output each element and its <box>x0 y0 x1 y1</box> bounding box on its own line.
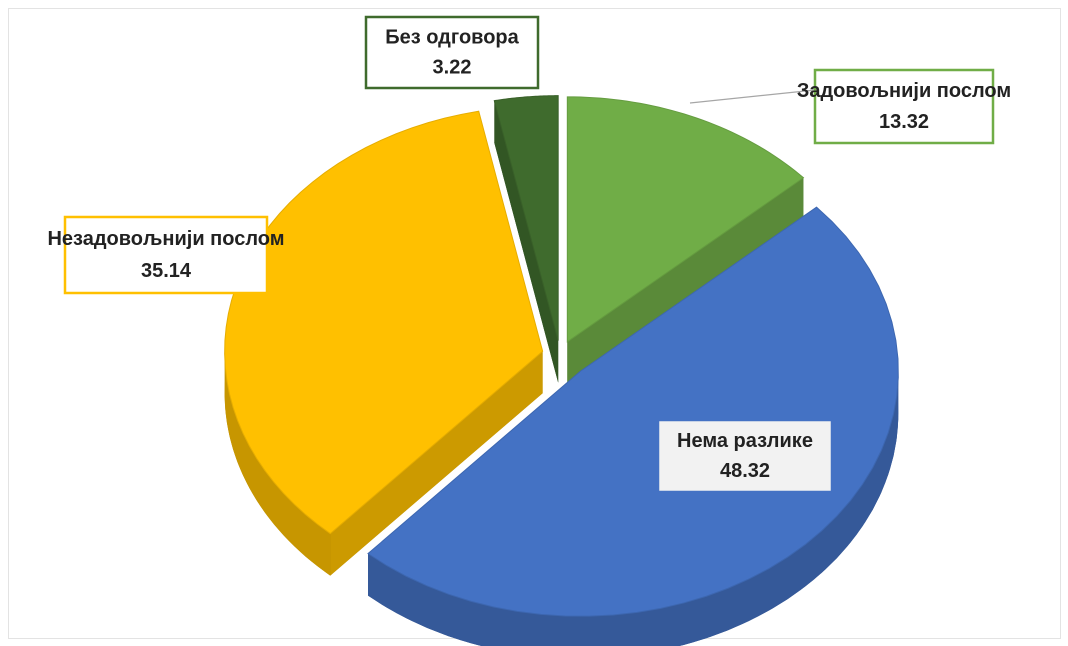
data-label-value: 3.22 <box>433 56 472 78</box>
data-label-box <box>364 15 540 90</box>
data-label-box <box>813 68 995 145</box>
data-label-name: Без одговора <box>385 27 519 49</box>
leader-line <box>689 89 816 104</box>
slice-side <box>567 177 804 384</box>
pie-slice <box>367 206 899 617</box>
data-label-box <box>63 215 269 295</box>
slice-wall <box>368 371 899 646</box>
slice-wall <box>224 351 331 576</box>
pie-slice <box>493 95 559 341</box>
slice-side <box>494 100 559 383</box>
data-label-box <box>656 418 834 494</box>
data-label-value: 13.32 <box>879 111 929 133</box>
data-label-value: 35.14 <box>141 260 192 282</box>
data-label-name: Нема разлике <box>677 430 813 452</box>
data-label-name: Задовољнији послом <box>797 80 1011 102</box>
data-label-value: 48.32 <box>720 460 770 482</box>
pie-slice <box>566 96 805 343</box>
data-label-name: Незадовољнији послом <box>47 228 284 250</box>
slice-side <box>330 351 543 576</box>
